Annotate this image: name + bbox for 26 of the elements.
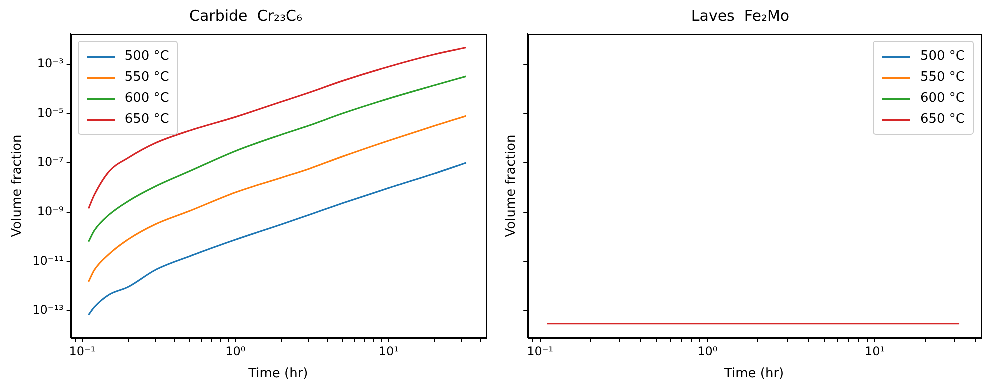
chart-title: Laves Fe₂Mo — [691, 6, 790, 25]
legend-label: 500 °C — [920, 49, 965, 64]
y-tick-label: 10⁻³ — [37, 56, 64, 70]
y-tick-label: 10⁻¹¹ — [32, 254, 64, 268]
y-axis-title: Volume fraction — [504, 134, 520, 238]
x-axis-title: Time (hr) — [723, 366, 784, 382]
x-tick-label: 10⁻¹ — [527, 344, 554, 358]
x-tick-label: 10⁻¹ — [69, 344, 96, 358]
legend-label: 650 °C — [124, 112, 170, 127]
y-tick-label: 10⁻⁹ — [37, 204, 64, 218]
legend-label: 600 °C — [124, 91, 170, 106]
x-tick-label: 10¹ — [378, 344, 400, 358]
y-tick-label: 10⁻⁵ — [37, 106, 64, 120]
legend-label: 650 °C — [920, 112, 965, 127]
y-axis-title: Volume fraction — [10, 134, 26, 238]
y-tick-label: 10⁻¹³ — [32, 303, 64, 318]
legend-label: 600 °C — [920, 91, 965, 106]
chart-title: Carbide Cr₂₃C₆ — [190, 6, 302, 25]
y-tick-label: 10⁻⁷ — [37, 155, 64, 170]
legend-label: 550 °C — [920, 70, 965, 85]
x-tick-label: 10¹ — [864, 344, 886, 358]
x-axis-title: Time (hr) — [248, 366, 308, 382]
legend-label: 550 °C — [124, 70, 170, 85]
x-tick-label: 10⁰ — [226, 344, 246, 358]
legend-label: 500 °C — [124, 49, 170, 64]
x-tick-label: 10⁰ — [698, 344, 718, 358]
